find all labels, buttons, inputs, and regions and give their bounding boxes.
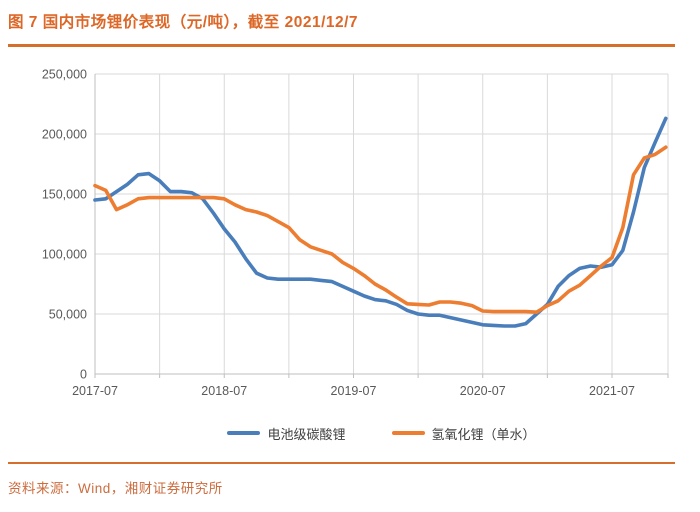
- legend-item-lithium-hydroxide: 氢氧化锂（单水）: [391, 424, 536, 443]
- source-note: 资料来源：Wind，湘财证券研究所: [8, 481, 223, 496]
- svg-text:100,000: 100,000: [42, 248, 87, 262]
- legend-item-lithium-carbonate: 电池级碳酸锂: [227, 424, 346, 443]
- svg-text:250,000: 250,000: [42, 68, 87, 82]
- svg-text:2018-07: 2018-07: [201, 384, 247, 398]
- svg-text:2020-07: 2020-07: [460, 384, 506, 398]
- orange-line-swatch-icon: [391, 431, 425, 435]
- figure-title: 图 7 国内市场锂价表现（元/吨），截至 2021/12/7: [8, 14, 359, 31]
- chart-legend: 电池级碳酸锂 氢氧化锂（单水）: [95, 422, 668, 444]
- legend-label-lithium-carbonate: 电池级碳酸锂: [267, 426, 346, 442]
- svg-text:2019-07: 2019-07: [331, 384, 377, 398]
- lithium-price-chart: 0 50,000 100,000 150,000 200,000 250,000 2017-…: [0, 55, 700, 405]
- svg-text:2021-07: 2021-07: [589, 384, 635, 398]
- svg-text:50,000: 50,000: [49, 308, 87, 322]
- svg-text:0: 0: [80, 368, 87, 382]
- legend-label-lithium-hydroxide: 氢氧化锂（单水）: [431, 426, 536, 442]
- svg-text:200,000: 200,000: [42, 128, 87, 142]
- chart-canvas: 0 50,000 100,000 150,000 200,000 250,000 2017-…: [42, 68, 669, 398]
- blue-line-swatch-icon: [227, 431, 261, 435]
- footer-rule: [8, 462, 675, 464]
- svg-text:2017-07: 2017-07: [72, 384, 118, 398]
- title-rule: [8, 44, 675, 47]
- svg-text:150,000: 150,000: [42, 188, 87, 202]
